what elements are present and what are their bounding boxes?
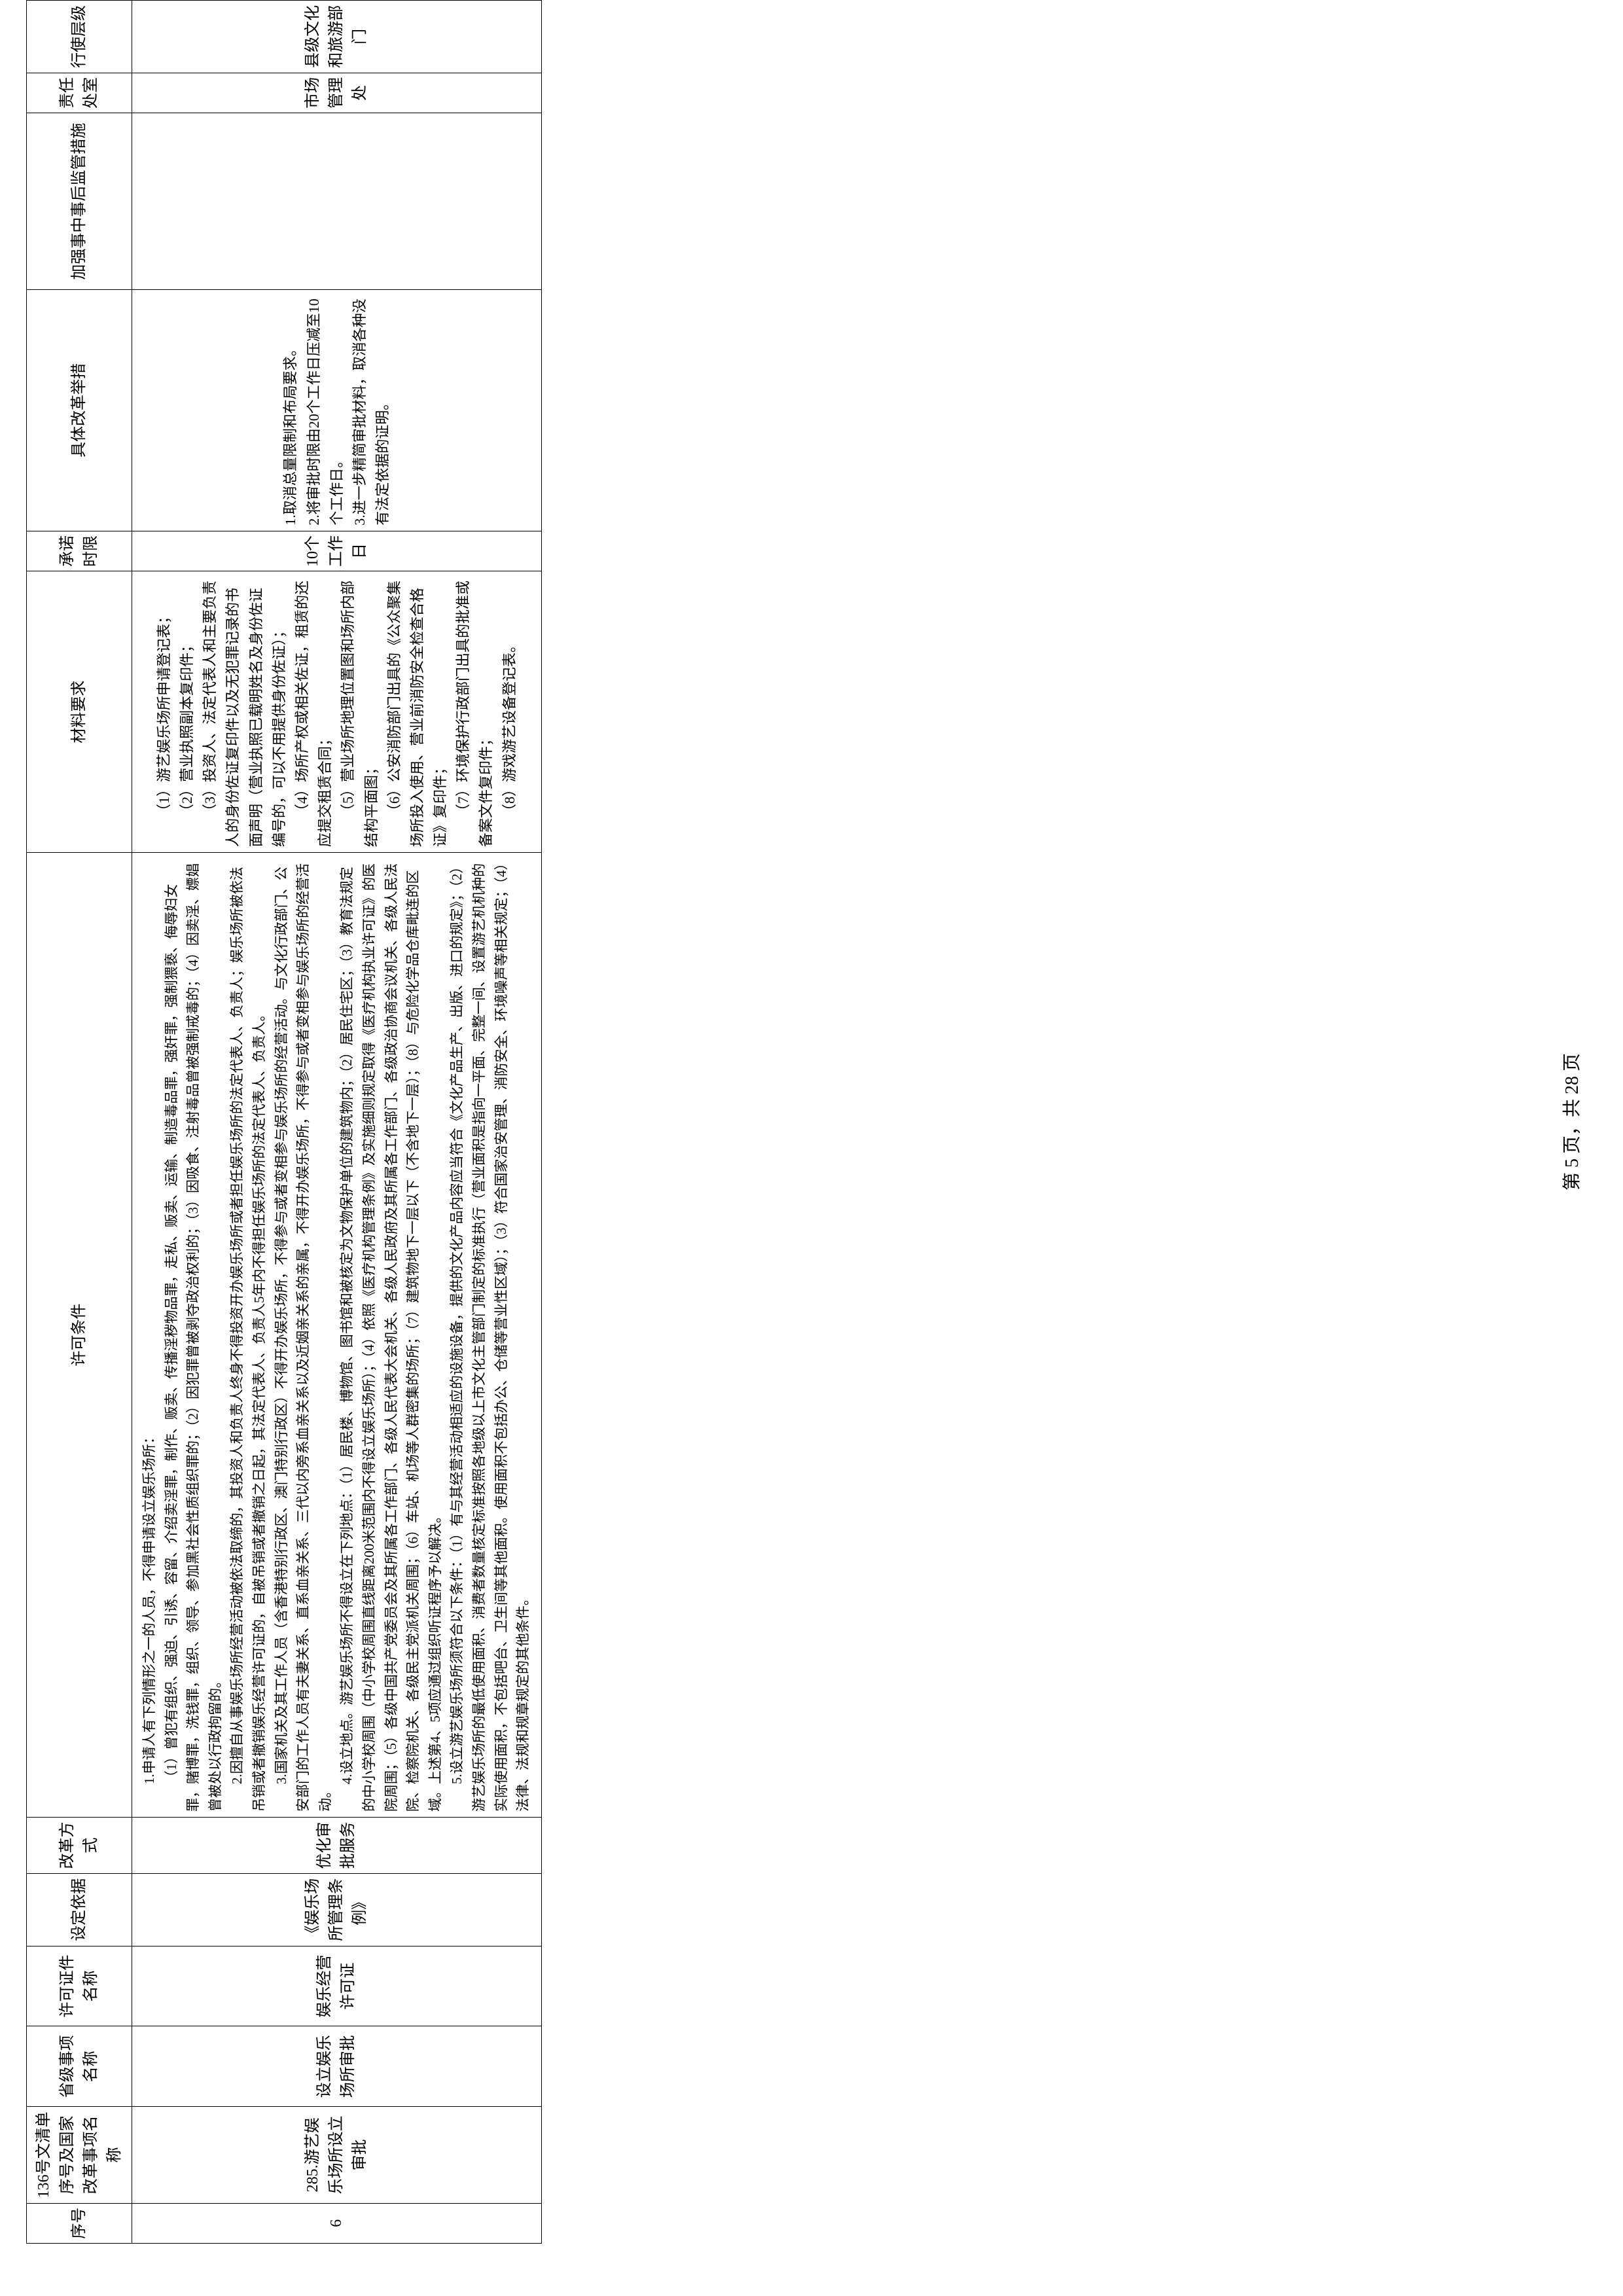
cell-basis: 《娱乐场所管理条例》 [132, 1874, 542, 1946]
page-footer: 第 5 页，共 28 页 [1558, 0, 1584, 2244]
conditions-p3: 3.国家机关及其工作人员（含香港特别行政区、澳门特别行政区）不得开办娱乐场所，不… [271, 858, 337, 1812]
cell-seq: 6 [132, 2203, 542, 2243]
cell-prov-item: 设立娱乐场所审批 [132, 2026, 542, 2107]
cell-dept: 市场管理处 [132, 73, 542, 113]
header-materials: 材料要求 [27, 571, 132, 853]
materials-m2: （2）营业执照副本复印件； [175, 577, 198, 847]
materials-m4: （4）场所产权或相关佐证，租赁的还应提交租赁合同； [291, 577, 336, 847]
cell-item136: 285.游艺娱乐场所设立审批 [132, 2107, 542, 2203]
header-measures: 具体改革举措 [27, 290, 132, 531]
main-table: 序号 136号文清单序号及国家改革事项名称 省级事项名称 许可证件名称 设定依据… [26, 0, 542, 2244]
materials-m6: （6）公安消防部门出具的《公众聚集场所投入使用、营业前消防安全检查合格证》复印件… [383, 577, 452, 847]
cell-measures: 1.取消总量限制和布局要求。 2.将审批时限由20个工作日压减至10个工作日。 … [132, 290, 542, 531]
conditions-p5: 5.设立游艺娱乐场所须符合以下条件：（1）有与其经营活动相适应的设施设备，提供的… [446, 858, 534, 1812]
materials-m7: （7）环境保护行政部门出具的批准或备案文件复印件； [452, 577, 497, 847]
conditions-p4: 4.设立地点。游艺娱乐场所不得设立在下列地点：（1）居民楼、博物馆、图书馆和被核… [336, 858, 446, 1812]
cell-cert-name: 娱乐经营许可证 [132, 1946, 542, 2026]
cell-materials: （1）游艺娱乐场所申请登记表； （2）营业执照副本复印件； （3）投资人、法定代… [132, 571, 542, 853]
header-time-limit: 承诺时限 [27, 531, 132, 571]
header-level: 行使层级 [27, 1, 132, 73]
measures-m3: 3.进一步精简审批材料，取消各种没有法定依据的证明。 [348, 295, 394, 525]
header-seq: 序号 [27, 2203, 132, 2243]
materials-m1: （1）游艺娱乐场所申请登记表； [152, 577, 175, 847]
header-cert-name: 许可证件名称 [27, 1946, 132, 2026]
table-row: 6 285.游艺娱乐场所设立审批 设立娱乐场所审批 娱乐经营许可证 《娱乐场所管… [132, 1, 542, 2244]
header-item136: 136号文清单序号及国家改革事项名称 [27, 2107, 132, 2203]
cell-reform-type: 优化审批服务 [132, 1818, 542, 1874]
measures-m2: 2.将审批时限由20个工作日压减至10个工作日。 [302, 295, 348, 525]
cell-conditions: 1.申请人有下列情形之一的人员，不得申请设立娱乐场所： （1）曾犯有组织、强迫、… [132, 853, 542, 1818]
cell-level: 县级文化和旅游部门 [132, 1, 542, 73]
conditions-p2: 2.因擅自从事娱乐场所经营活动被依法取缔的，其投资人和负责人终身不得投资开办娱乐… [226, 858, 270, 1812]
conditions-p1a: （1）曾犯有组织、强迫、引诱、容留、介绍卖淫罪，制作、贩卖、传播淫秽物品罪，走私… [161, 858, 227, 1812]
cell-supervision [132, 113, 542, 290]
conditions-p1: 1.申请人有下列情形之一的人员，不得申请设立娱乐场所： [139, 858, 161, 1812]
table-header-row: 序号 136号文清单序号及国家改革事项名称 省级事项名称 许可证件名称 设定依据… [27, 1, 132, 2244]
header-prov-item: 省级事项名称 [27, 2026, 132, 2107]
materials-m5: （5）营业场所地理位置图和场所内部结构平面图； [336, 577, 382, 847]
header-conditions: 许可条件 [27, 853, 132, 1818]
header-supervision: 加强事中事后监管措施 [27, 113, 132, 290]
header-reform-type: 改革方式 [27, 1818, 132, 1874]
materials-m3: （3）投资人、法定代表人和主要负责人的身份佐证复印件以及无犯罪记录的书面声明（营… [198, 577, 291, 847]
header-basis: 设定依据 [27, 1874, 132, 1946]
materials-m8: （8）游戏游艺设备登记表。 [498, 577, 521, 847]
cell-time-limit: 10个工作日 [132, 531, 542, 571]
measures-m1: 1.取消总量限制和布局要求。 [279, 295, 302, 525]
header-dept: 责任处室 [27, 73, 132, 113]
